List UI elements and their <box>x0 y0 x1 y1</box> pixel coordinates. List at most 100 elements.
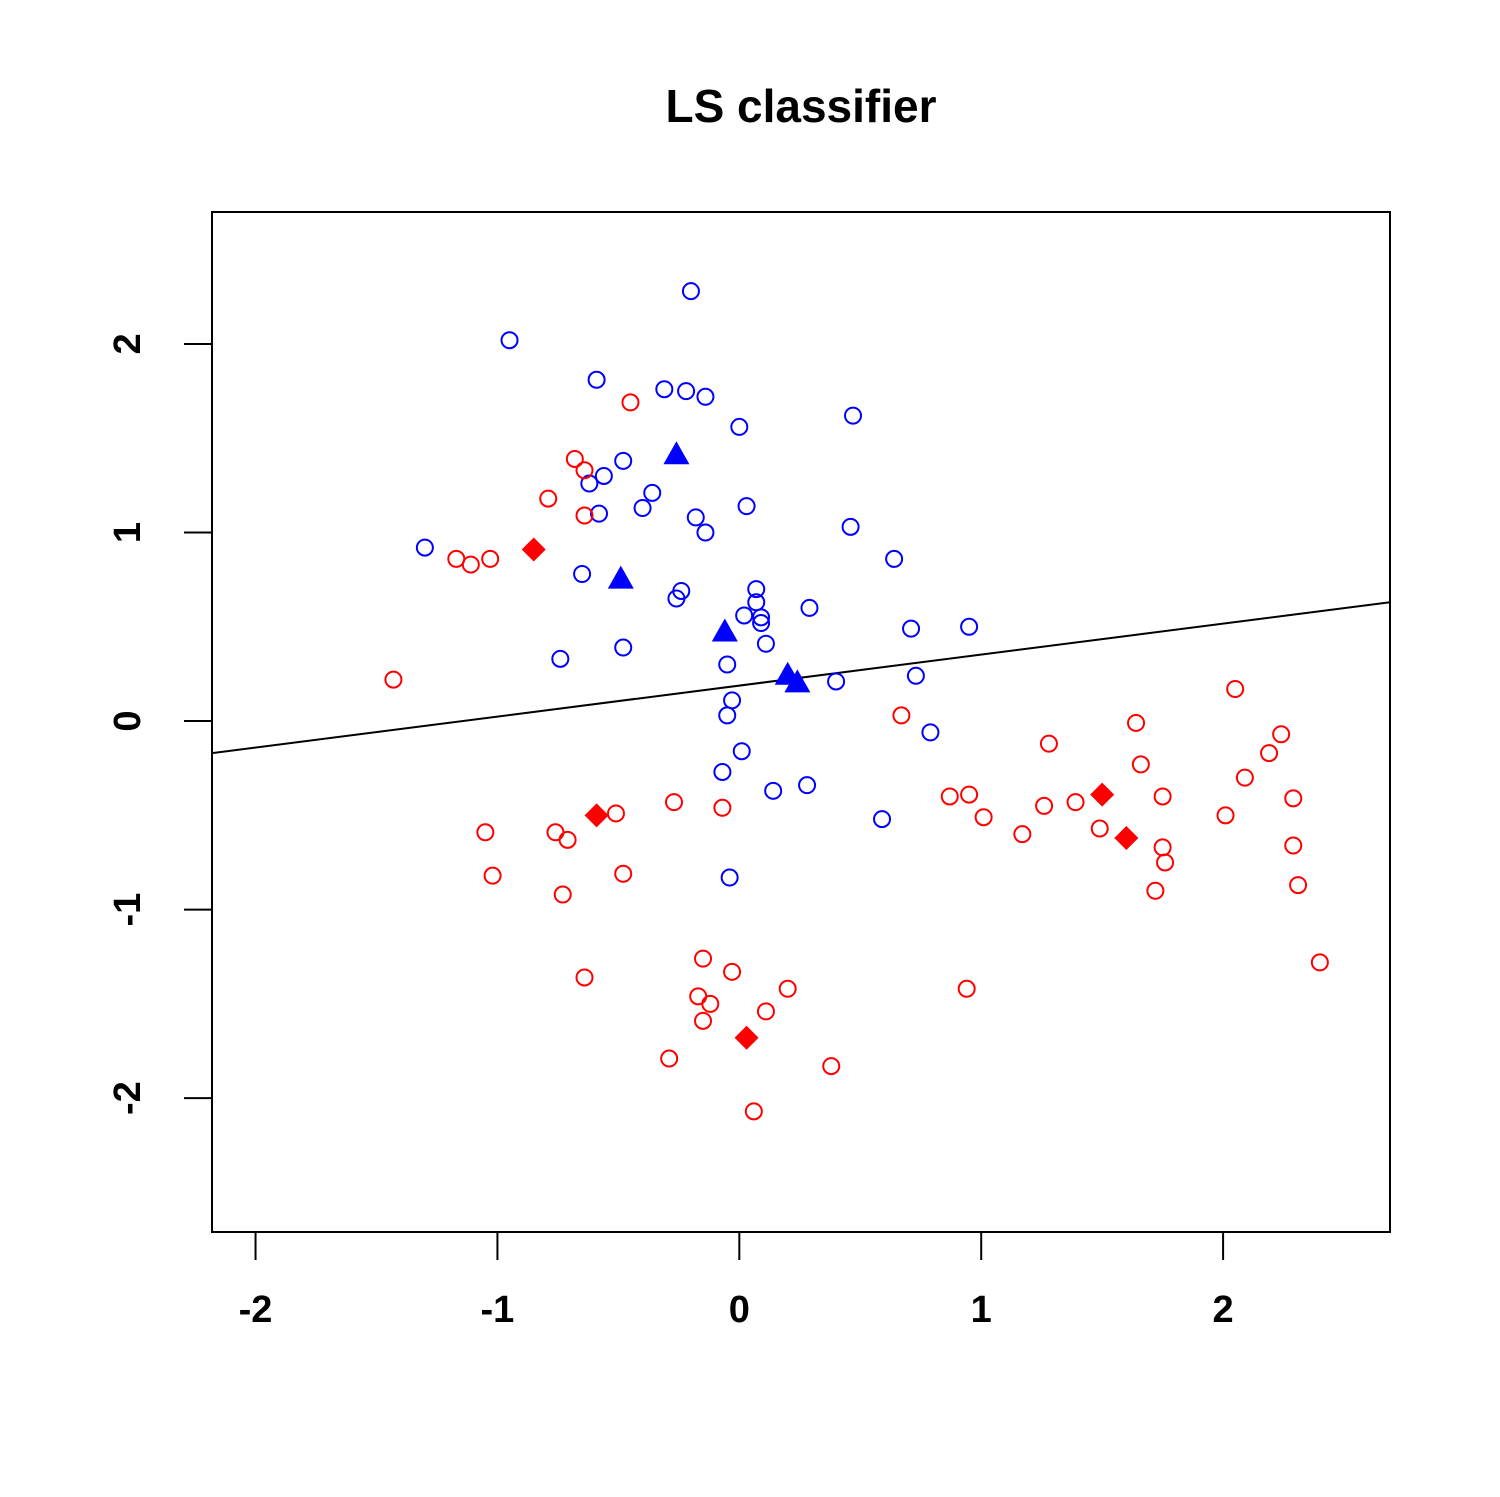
point <box>665 793 684 812</box>
x-tick-label: 1 <box>971 1289 992 1331</box>
point <box>892 706 911 725</box>
triangle-point <box>784 669 811 693</box>
point <box>500 331 519 350</box>
point <box>565 449 584 468</box>
point <box>573 564 592 583</box>
point <box>718 655 737 674</box>
point <box>643 483 662 502</box>
point <box>415 538 434 557</box>
point <box>906 666 925 685</box>
point <box>1090 819 1109 838</box>
point <box>713 762 732 781</box>
point <box>655 380 674 399</box>
diamond-point <box>584 803 609 828</box>
diamond-point <box>521 537 546 562</box>
diamond-point <box>1114 825 1139 850</box>
point <box>822 1057 841 1076</box>
point <box>553 885 572 904</box>
triangle-point <box>663 441 690 465</box>
point <box>885 549 904 568</box>
point <box>1272 725 1291 744</box>
point <box>844 406 863 425</box>
plot-frame <box>211 211 1391 1233</box>
point <box>720 868 739 887</box>
point <box>539 489 558 508</box>
point <box>696 523 715 542</box>
point <box>614 451 633 470</box>
point <box>1039 734 1058 753</box>
point <box>756 1002 775 1021</box>
point <box>1226 680 1245 699</box>
y-tick-label: -2 <box>107 1081 149 1115</box>
point <box>694 1011 713 1030</box>
point <box>1216 806 1235 825</box>
point <box>1035 796 1054 815</box>
point <box>384 670 403 689</box>
point <box>1131 755 1150 774</box>
point <box>778 979 797 998</box>
point <box>718 706 737 725</box>
point <box>483 866 502 885</box>
point <box>1146 881 1165 900</box>
point <box>1153 787 1172 806</box>
point <box>827 672 846 691</box>
diamond-point <box>1090 782 1115 807</box>
point <box>667 589 686 608</box>
point <box>744 1102 763 1121</box>
point <box>1153 838 1172 857</box>
point <box>764 781 783 800</box>
point <box>752 608 771 627</box>
point <box>873 810 892 829</box>
y-tick-label: 2 <box>107 333 149 354</box>
point <box>1289 876 1308 895</box>
point <box>614 864 633 883</box>
x-tick-label: -1 <box>481 1289 515 1331</box>
point <box>723 962 742 981</box>
point <box>1310 953 1329 972</box>
point <box>686 508 705 527</box>
point <box>606 804 625 823</box>
x-tick-label: -2 <box>239 1289 273 1331</box>
point <box>732 742 751 761</box>
point <box>1235 768 1254 787</box>
point <box>590 504 609 523</box>
point <box>551 649 570 668</box>
point <box>940 787 959 806</box>
point <box>587 370 606 389</box>
triangle-point <box>607 565 634 589</box>
point <box>1013 825 1032 844</box>
y-tick-label: -1 <box>107 893 149 927</box>
point <box>677 382 696 401</box>
x-tick-label: 2 <box>1213 1289 1234 1331</box>
point <box>960 617 979 636</box>
point <box>974 808 993 827</box>
point <box>633 499 652 518</box>
point <box>902 619 921 638</box>
x-tick-label: 0 <box>729 1289 750 1331</box>
point <box>476 823 495 842</box>
point <box>1260 744 1279 763</box>
point <box>575 968 594 987</box>
point <box>730 417 749 436</box>
point <box>756 634 775 653</box>
point <box>546 823 565 842</box>
point <box>701 994 720 1013</box>
point <box>747 580 766 599</box>
point <box>594 466 613 485</box>
point <box>1156 853 1175 872</box>
point <box>752 614 771 633</box>
point <box>960 785 979 804</box>
triangle-point <box>711 618 738 642</box>
chart-title: LS classifier <box>665 80 936 132</box>
point <box>798 776 817 795</box>
point <box>621 393 640 412</box>
point <box>1066 793 1085 812</box>
point <box>735 606 754 625</box>
point <box>461 555 480 574</box>
y-tick-label: 1 <box>107 522 149 543</box>
point <box>957 979 976 998</box>
point <box>800 598 819 617</box>
diamond-point <box>734 1025 759 1050</box>
point <box>614 638 633 657</box>
